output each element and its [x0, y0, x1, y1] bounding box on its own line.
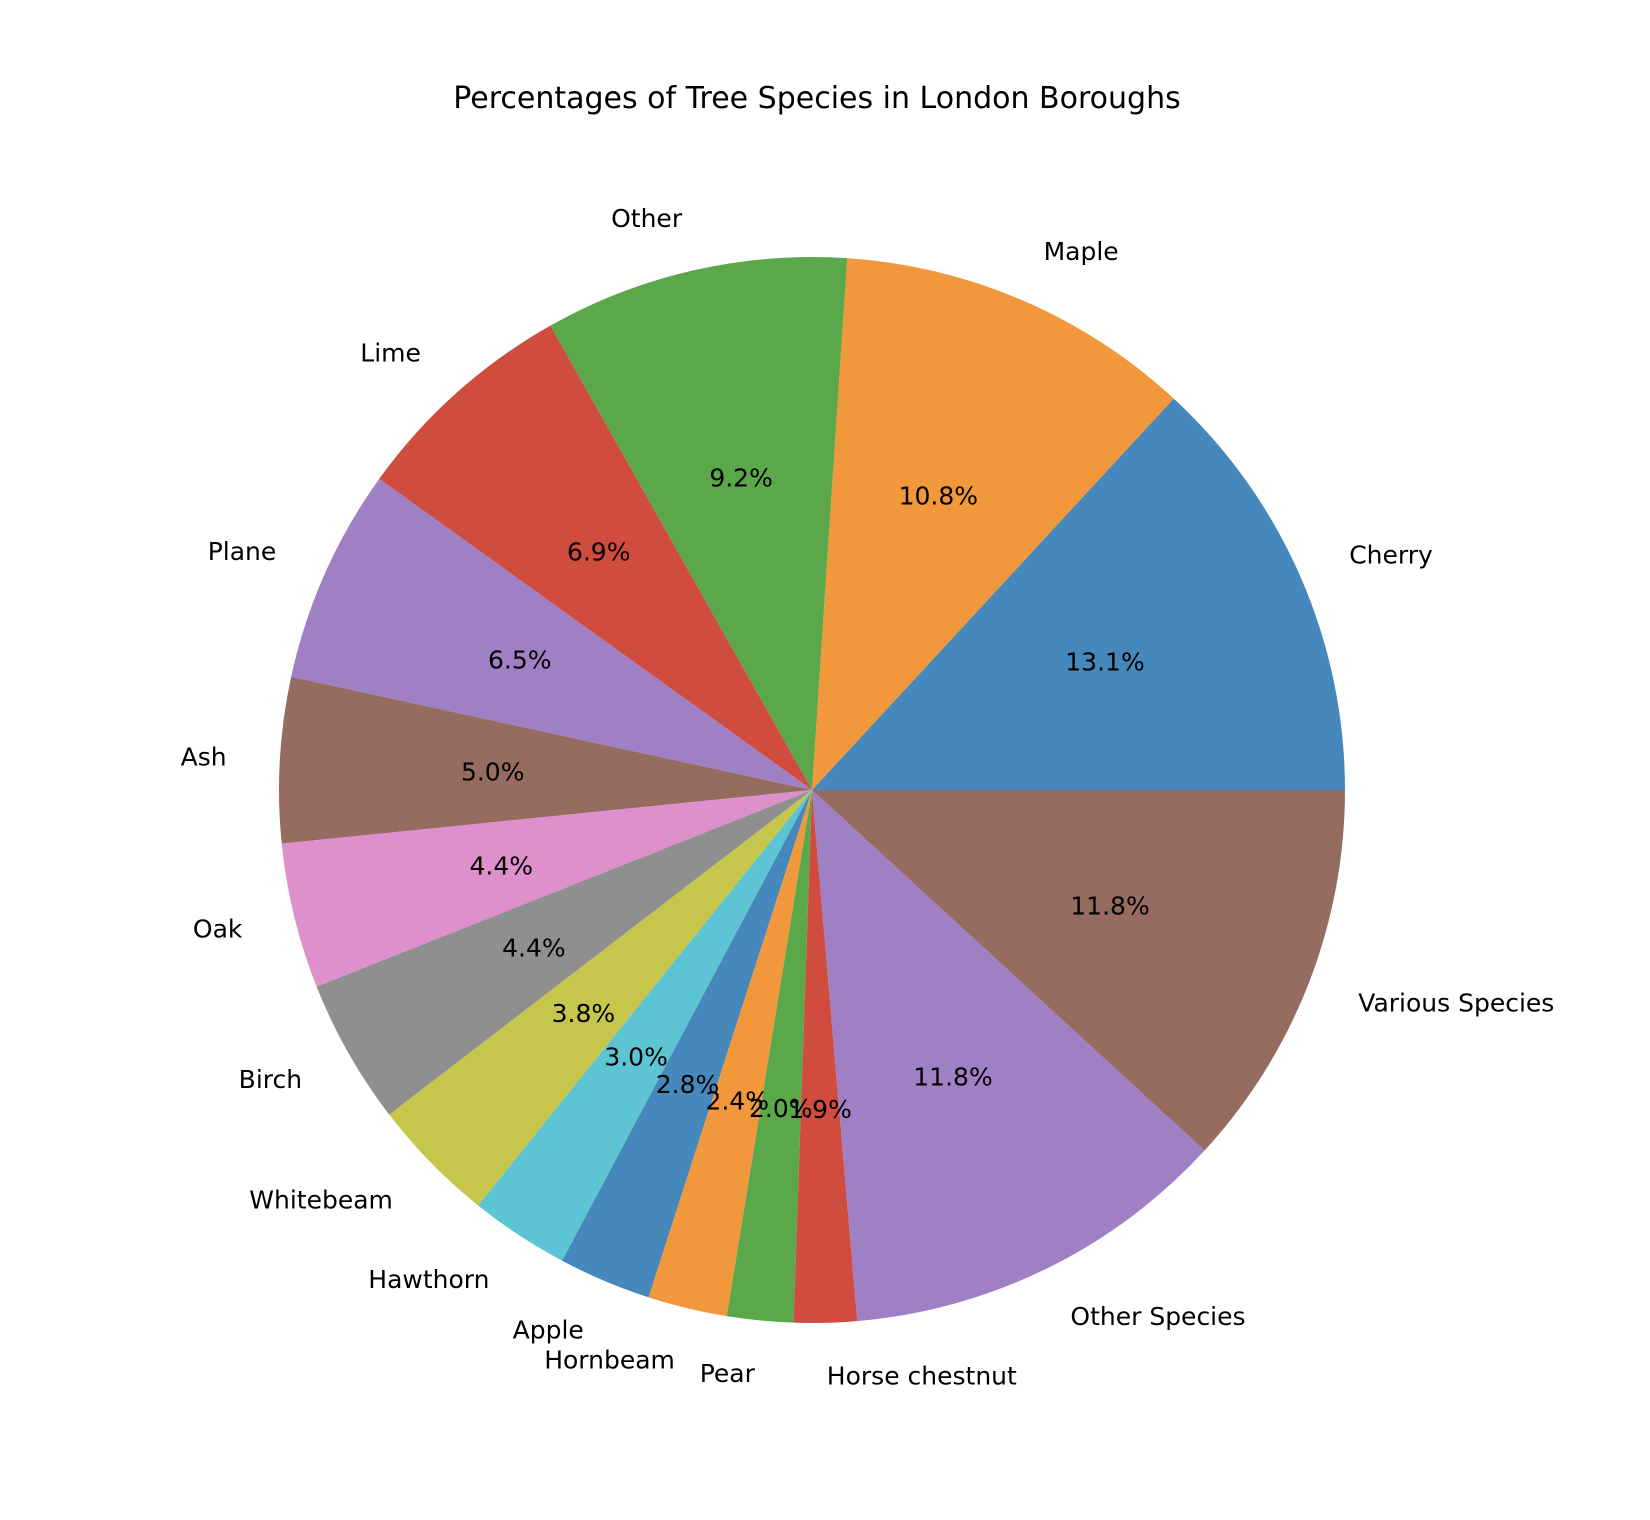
slice-percent-label: 2.8% — [656, 1070, 720, 1099]
slice-percent-label: 2.4% — [705, 1086, 769, 1115]
slice-label: Pear — [700, 1359, 756, 1388]
pie-slice-various-species — [812, 790, 1345, 1151]
slice-label: Plane — [208, 537, 277, 566]
slice-percent-label: 4.4% — [502, 933, 566, 962]
slice-label: Hornbeam — [544, 1346, 675, 1375]
slice-label: Oak — [193, 914, 243, 943]
pie-slice-birch — [316, 790, 812, 1115]
slice-percent-label: 11.8% — [1070, 892, 1149, 921]
slice-percent-label: 6.5% — [488, 646, 552, 675]
slice-label: Various Species — [1358, 988, 1554, 1017]
pie-slice-hawthorn — [478, 790, 812, 1261]
slice-percent-label: 10.8% — [899, 482, 978, 511]
slice-label: Birch — [239, 1065, 302, 1094]
slice-labels: Cherry Maple Other Lime Plane Ash Oak Birch Whit… — [181, 204, 1555, 1391]
slice-label: Lime — [360, 339, 421, 368]
slice-percent-label: 3.0% — [604, 1043, 668, 1072]
pie-slice-maple — [812, 258, 1174, 790]
pie-slice-hornbeam — [648, 790, 812, 1317]
pie-slice-other — [550, 256, 848, 790]
slice-label: Ash — [181, 742, 227, 771]
slice-percent-label: 13.1% — [1065, 647, 1144, 676]
pie-slice-other-species — [812, 790, 1205, 1322]
slice-percent-label: 9.2% — [709, 464, 773, 493]
pie-slices — [278, 256, 1345, 1324]
pie-slice-horse-chestnut — [793, 790, 858, 1324]
pie-slice-pear — [726, 790, 812, 1323]
pie-slice-oak — [281, 790, 812, 987]
slice-label: Other Species — [1070, 1302, 1245, 1331]
slice-percent-label: 6.9% — [567, 537, 631, 566]
slice-label: Other — [611, 204, 683, 233]
slice-label: Cherry — [1349, 541, 1433, 570]
slice-percent-label: 1.9% — [788, 1095, 852, 1124]
slice-label: Horse chestnut — [827, 1362, 1017, 1391]
slice-percent-labels: 13.1% 10.8% 9.2% 6.9% 6.5% 5.0% 4.4% 4.4% 3.8% 3.… — [461, 464, 1150, 1124]
slice-label: Hawthorn — [368, 1265, 489, 1294]
pie-slice-plane — [291, 478, 812, 790]
chart-title: Percentages of Tree Species in London Bo… — [453, 81, 1180, 116]
pie-slice-ash — [278, 676, 813, 844]
slice-percent-label: 4.4% — [470, 851, 534, 880]
pie-slice-lime — [379, 325, 812, 790]
pie-slice-whitebeam — [389, 790, 812, 1206]
pie-slice-cherry — [812, 398, 1345, 790]
slice-percent-label: 5.0% — [461, 757, 525, 786]
slice-label: Whitebeam — [249, 1186, 393, 1215]
slice-label: Apple — [513, 1316, 584, 1345]
pie-slice-apple — [562, 790, 812, 1298]
slice-percent-label: 3.8% — [552, 999, 616, 1028]
slice-percent-label: 11.8% — [913, 1063, 992, 1092]
slice-percent-label: 2.0% — [749, 1094, 813, 1123]
slice-label: Maple — [1044, 237, 1119, 266]
